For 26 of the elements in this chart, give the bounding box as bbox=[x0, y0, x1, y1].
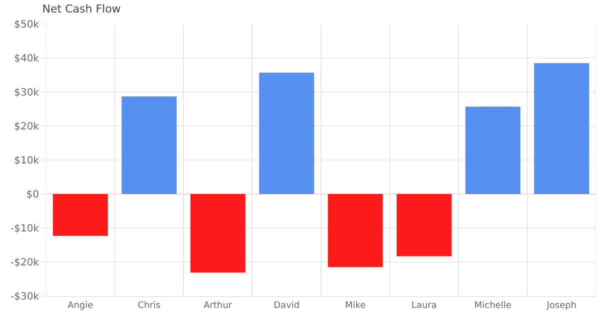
chart-title: Net Cash Flow bbox=[42, 2, 121, 16]
y-tick-label: $0 bbox=[26, 190, 39, 200]
x-tick-label: Joseph bbox=[546, 300, 577, 311]
bar bbox=[465, 106, 520, 194]
y-tick-label: -$30k bbox=[10, 292, 40, 302]
bar bbox=[259, 72, 314, 194]
x-tick-label: Chris bbox=[138, 300, 161, 311]
bar bbox=[534, 63, 590, 194]
y-tick-label: $40k bbox=[14, 54, 40, 64]
bar bbox=[190, 194, 246, 273]
y-tick-label: $10k bbox=[14, 156, 40, 166]
y-tick-label: -$20k bbox=[10, 258, 40, 268]
y-tick-label: $50k bbox=[14, 20, 40, 30]
bar bbox=[396, 194, 452, 256]
y-tick-label: $20k bbox=[14, 122, 40, 132]
bar bbox=[122, 96, 177, 194]
x-tick-label: Mike bbox=[345, 300, 366, 311]
x-tick-label: Michelle bbox=[474, 300, 512, 311]
x-tick-label: David bbox=[274, 300, 300, 311]
x-tick-label: Arthur bbox=[204, 300, 232, 311]
x-tick-label: Angie bbox=[68, 300, 94, 311]
x-tick-label: Laura bbox=[411, 300, 437, 311]
bar bbox=[52, 194, 108, 236]
y-tick-label: -$10k bbox=[10, 224, 40, 234]
bar bbox=[328, 194, 383, 268]
y-tick-label: $30k bbox=[14, 88, 40, 98]
